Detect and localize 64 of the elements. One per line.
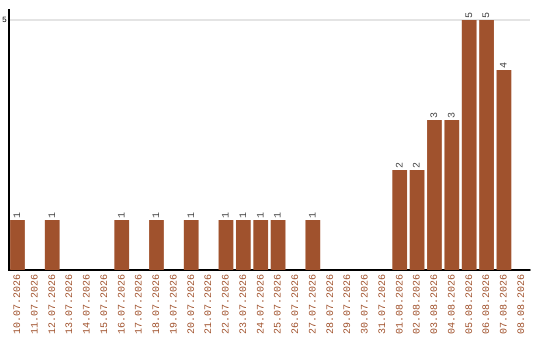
x-tick-label: 02.08.2026 <box>412 274 424 334</box>
bar <box>44 220 60 270</box>
x-tick-label: 21.07.2026 <box>204 274 216 334</box>
data-label: 5 <box>482 12 494 18</box>
data-label: 1 <box>117 212 128 218</box>
x-tick-label: 12.07.2026 <box>48 274 59 334</box>
data-label: 3 <box>447 112 458 118</box>
x-tick-label: 24.07.2026 <box>256 274 268 334</box>
bar <box>496 70 512 270</box>
x-tick-label: 25.07.2026 <box>274 274 285 334</box>
x-tick-label: 10.07.2026 <box>13 274 24 334</box>
x-tick-label: 01.08.2026 <box>395 274 406 334</box>
x-tick-label: 18.07.2026 <box>152 274 164 334</box>
data-label: 2 <box>412 162 424 168</box>
x-tick-label: 13.07.2026 <box>65 274 76 334</box>
data-label: 1 <box>13 212 24 218</box>
data-label: 1 <box>274 212 285 218</box>
data-label: 1 <box>256 212 268 218</box>
x-tick-label: 22.07.2026 <box>222 274 233 334</box>
bar <box>236 220 251 270</box>
data-label: 1 <box>48 212 59 218</box>
x-tick-label: 16.07.2026 <box>117 274 128 334</box>
bar <box>305 220 320 270</box>
x-tick-label: 19.07.2026 <box>169 274 180 334</box>
data-label: 4 <box>500 62 511 68</box>
x-tick-label: 23.07.2026 <box>238 274 250 334</box>
bar <box>149 220 164 270</box>
bar <box>10 220 25 270</box>
x-tick-label: 07.08.2026 <box>500 274 511 334</box>
bar <box>410 170 424 270</box>
bar <box>479 20 494 270</box>
data-label: 3 <box>430 112 442 118</box>
x-tick-label: 05.08.2026 <box>464 274 476 334</box>
data-label: 1 <box>186 212 198 218</box>
x-tick-label: 03.08.2026 <box>430 274 442 334</box>
bar <box>218 220 234 270</box>
bar <box>392 170 408 270</box>
x-tick-label: 04.08.2026 <box>447 274 458 334</box>
bar <box>427 120 442 270</box>
x-tick-label: 08.08.2026 <box>516 274 528 334</box>
bar <box>462 20 477 270</box>
x-tick-label: 26.07.2026 <box>291 274 302 334</box>
x-tick-label: 30.07.2026 <box>360 274 372 334</box>
x-tick-label: 17.07.2026 <box>134 274 146 334</box>
bar <box>114 220 130 270</box>
x-tick-label: 31.07.2026 <box>378 274 389 334</box>
x-tick-label: 06.08.2026 <box>482 274 494 334</box>
data-label: 1 <box>152 212 164 218</box>
data-label: 1 <box>308 212 320 218</box>
x-tick-label: 28.07.2026 <box>326 274 337 334</box>
data-label: 1 <box>222 212 233 218</box>
x-tick-label: 29.07.2026 <box>343 274 354 334</box>
data-label: 1 <box>238 212 250 218</box>
x-tick-label: 11.07.2026 <box>30 274 42 334</box>
x-tick-label: 14.07.2026 <box>82 274 94 334</box>
x-tick-label: 15.07.2026 <box>100 274 111 334</box>
bar <box>253 220 268 270</box>
data-label: 5 <box>464 12 476 18</box>
bar <box>184 220 199 270</box>
data-label: 2 <box>395 162 406 168</box>
bar <box>270 220 286 270</box>
x-tick-label: 20.07.2026 <box>186 274 198 334</box>
x-tick-label: 27.07.2026 <box>308 274 320 334</box>
bar <box>444 120 460 270</box>
